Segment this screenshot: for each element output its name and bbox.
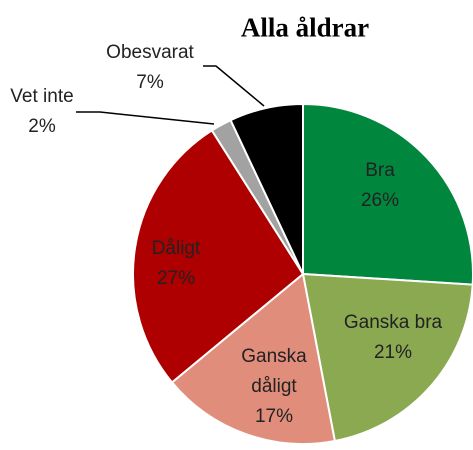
chart-title: Alla åldrar <box>240 12 370 43</box>
value-label: 7% <box>136 72 164 93</box>
pie-slice <box>132 129 305 384</box>
value-label: 27% <box>156 268 196 289</box>
value-label: 17% <box>254 406 294 427</box>
slice-label: Ganska dåligt 17% <box>234 342 314 432</box>
pie-slice <box>170 272 337 445</box>
category-label: Dåligt <box>151 238 201 259</box>
pie-slice <box>301 272 473 443</box>
value-label: 2% <box>28 116 56 137</box>
category-label: Obesvarat <box>106 42 194 63</box>
value-label: 26% <box>360 190 400 211</box>
value-label: 21% <box>373 342 413 363</box>
pie-slice <box>229 102 304 275</box>
slice-label: Vet inte 2% <box>0 82 87 142</box>
leader-line <box>76 111 215 125</box>
slice-label: Bra 26% <box>335 156 425 216</box>
leader-line <box>203 65 265 107</box>
pie-slice <box>302 102 473 286</box>
category-label: Bra <box>365 160 395 181</box>
category-label: Ganska dåligt <box>241 346 307 397</box>
slice-label: Dåligt 27% <box>136 234 216 294</box>
category-label: Ganska bra <box>343 312 443 333</box>
pie <box>132 102 473 445</box>
category-label: Vet inte <box>10 86 74 107</box>
slice-label: Ganska bra 21% <box>333 308 453 368</box>
slice-label: Obesvarat 7% <box>90 38 210 98</box>
